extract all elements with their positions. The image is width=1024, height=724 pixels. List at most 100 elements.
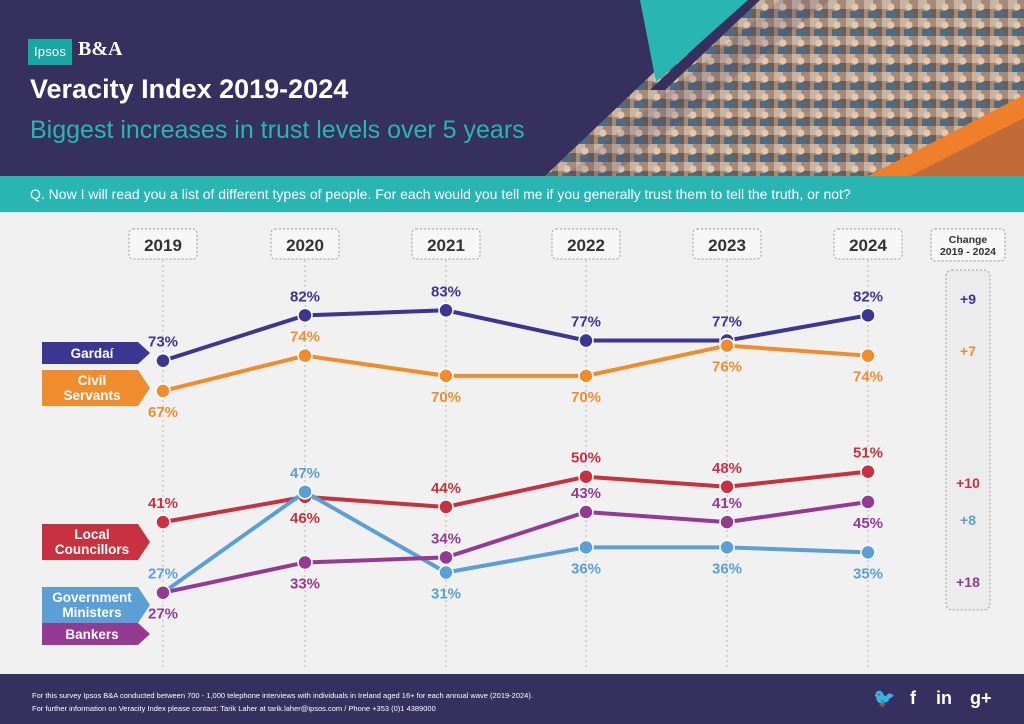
change-value: +10 <box>956 475 980 491</box>
x-tick-label: 2020 <box>286 236 324 255</box>
data-label: 31% <box>431 586 461 603</box>
data-label: 41% <box>148 495 178 512</box>
series-line <box>161 489 869 595</box>
change-header-box <box>930 228 1006 262</box>
data-label: 45% <box>853 515 883 532</box>
footer-bar: For this survey Ipsos B&A conducted betw… <box>0 674 1024 724</box>
data-point <box>438 564 454 581</box>
footnote-methodology: For this survey Ipsos B&A conducted betw… <box>32 691 533 700</box>
data-label: 46% <box>290 510 320 527</box>
data-label: 41% <box>712 495 742 512</box>
x-tick-label: 2021 <box>427 236 465 255</box>
faces-mosaic-image <box>545 0 1024 176</box>
data-point <box>860 307 876 324</box>
data-point <box>860 494 876 510</box>
data-point <box>578 504 594 520</box>
data-point <box>578 539 594 556</box>
data-label: 73% <box>148 334 178 351</box>
data-point <box>860 463 876 480</box>
change-value: +18 <box>956 574 980 590</box>
header-banner: Ipsos B&A Veracity Index 2019-2024 Bigge… <box>0 0 1024 176</box>
change-value: +9 <box>960 291 976 307</box>
data-label: 51% <box>853 445 883 462</box>
year-header-box <box>270 228 340 260</box>
data-point <box>155 584 171 601</box>
data-label: 76% <box>712 359 742 376</box>
data-label: 44% <box>431 480 461 497</box>
series-name-label: Civil <box>78 373 107 388</box>
data-label: 74% <box>853 369 883 386</box>
series-name-tag <box>42 587 150 623</box>
data-point <box>438 368 454 384</box>
data-point <box>438 549 454 566</box>
change-header-label: Change <box>949 234 988 246</box>
series-name-label: Bankers <box>65 627 118 642</box>
question-text: Q. Now I will read you a list of differe… <box>0 176 1024 212</box>
data-point <box>578 332 594 349</box>
facebook-icon[interactable]: f <box>910 688 916 708</box>
page-title: Veracity Index 2019-2024 <box>30 74 349 104</box>
year-header-box <box>551 228 621 260</box>
data-point <box>438 302 454 319</box>
change-value: +8 <box>960 512 976 528</box>
change-value: +7 <box>960 343 976 359</box>
data-point <box>297 484 313 500</box>
series-name-label: Ministers <box>62 605 121 620</box>
x-tick-label: 2022 <box>567 236 605 255</box>
data-label: 33% <box>290 575 320 592</box>
year-header-box <box>411 228 481 260</box>
data-point <box>719 514 735 530</box>
ba-logo: B&A <box>78 38 123 60</box>
linkedin-icon[interactable]: in <box>936 688 952 708</box>
data-label: 27% <box>148 566 178 583</box>
data-point <box>860 544 876 561</box>
data-label: 67% <box>148 404 178 421</box>
data-label: 36% <box>571 560 601 577</box>
data-label: 77% <box>571 314 601 331</box>
data-label: 43% <box>571 485 601 502</box>
data-label: 70% <box>571 389 601 406</box>
data-point <box>719 539 735 556</box>
data-label: 34% <box>431 530 461 547</box>
data-point <box>155 514 171 530</box>
data-point <box>578 368 594 384</box>
series-name-tag <box>42 370 150 406</box>
data-point <box>438 499 454 515</box>
data-label: 35% <box>853 565 883 582</box>
series-name-tag <box>42 623 150 645</box>
data-label: 82% <box>290 288 320 305</box>
twitter-icon[interactable]: 🐦 <box>873 688 896 708</box>
series-name-label: Government <box>52 590 132 605</box>
series-name-label: Servants <box>63 388 120 403</box>
data-point <box>860 347 876 364</box>
series-name-tag <box>42 524 150 560</box>
series-line <box>162 469 869 525</box>
year-header-box <box>692 228 762 260</box>
change-column-box <box>945 269 991 611</box>
data-label: 77% <box>712 314 742 331</box>
data-point <box>155 383 171 399</box>
year-header-box <box>128 228 198 260</box>
page-subtitle: Biggest increases in trust levels over 5… <box>30 116 525 144</box>
data-label: 83% <box>431 283 461 300</box>
data-point <box>719 479 735 495</box>
footnote-contact: For further information on Veracity Inde… <box>32 704 436 713</box>
series-name-tag <box>42 342 150 364</box>
data-point <box>297 554 313 571</box>
data-label: 27% <box>148 606 178 623</box>
x-tick-label: 2023 <box>708 236 746 255</box>
data-label: 48% <box>712 460 742 477</box>
data-point <box>578 468 594 485</box>
data-label: 47% <box>290 465 320 482</box>
data-point <box>297 307 313 324</box>
data-label: 74% <box>290 329 320 346</box>
google-plus-icon[interactable]: g+ <box>970 688 992 708</box>
data-label: 70% <box>431 389 461 406</box>
data-point <box>297 347 313 364</box>
series-name-label: Councillors <box>55 542 129 557</box>
data-point <box>155 352 171 369</box>
series-line <box>162 343 869 393</box>
change-header-label: 2019 - 2024 <box>940 246 996 258</box>
year-header-box <box>833 228 903 260</box>
